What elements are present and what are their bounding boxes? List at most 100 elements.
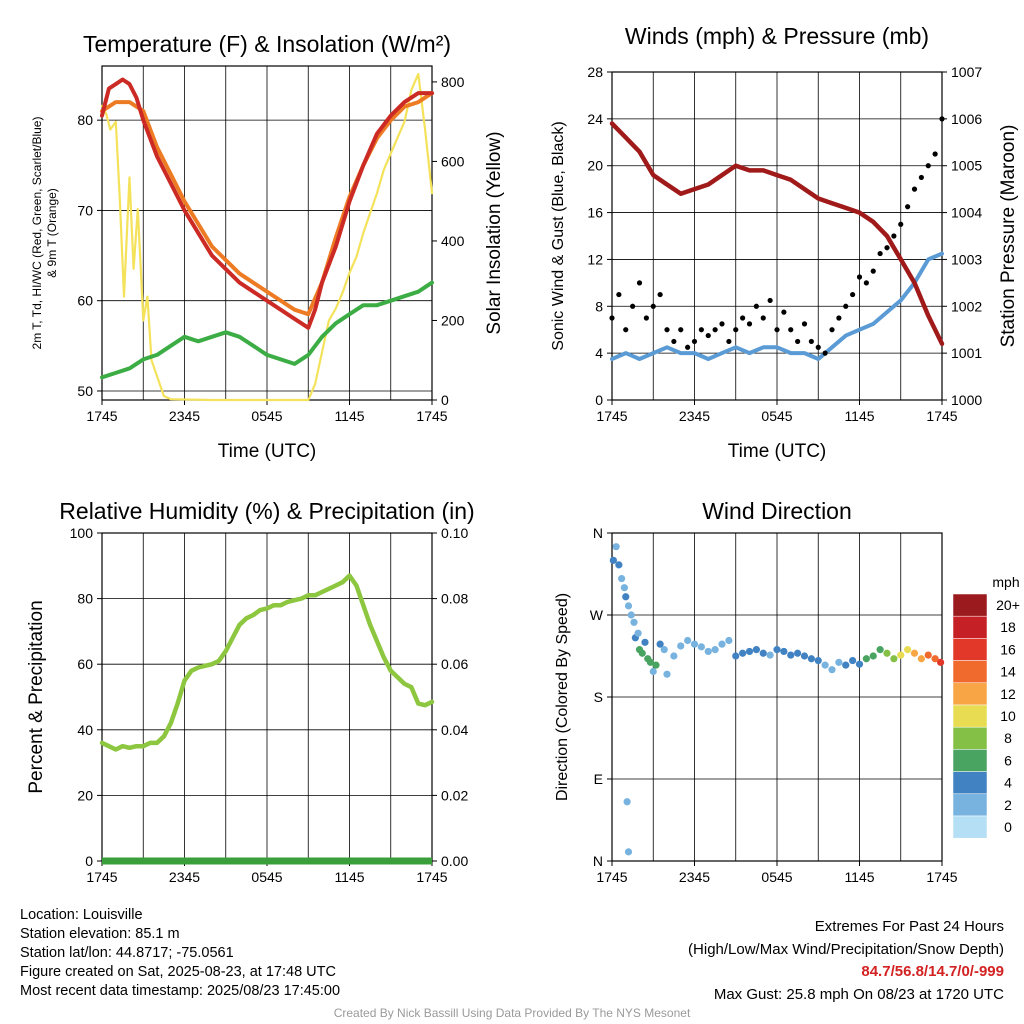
wind-direction-point	[663, 670, 671, 678]
wind-direction-point	[807, 655, 815, 663]
gust-point	[643, 315, 649, 321]
y2-tick-label: 400	[441, 233, 465, 249]
wind-direction-point	[718, 640, 726, 648]
credit-line: Created By Nick Bassill Using Data Provi…	[333, 1006, 691, 1020]
recent-timestamp: Most recent data timestamp: 2025/08/23 1…	[20, 983, 341, 999]
wind-direction-point	[725, 636, 733, 645]
y2-tick-label: 0.04	[441, 722, 468, 738]
x-tick-label: 1145	[334, 408, 364, 424]
gust-point	[918, 174, 924, 181]
x-axis-label: Time (UTC)	[218, 441, 317, 462]
wind-direction-point	[670, 652, 678, 660]
y-tick-label: 80	[77, 112, 93, 128]
y-tick-label: 60	[77, 293, 93, 309]
gust-point	[623, 327, 629, 333]
y-tick-label: E	[594, 771, 603, 787]
x-tick-label: 1145	[844, 408, 874, 424]
gust-point	[932, 151, 938, 157]
gust-point	[905, 204, 911, 210]
wind-direction-point	[869, 652, 877, 660]
wind-direction-point	[684, 636, 692, 645]
series-2m-temp	[100, 77, 434, 330]
y-tick-label: 4	[595, 345, 603, 361]
gust-point	[788, 327, 794, 333]
x-tick-label: 2345	[679, 408, 710, 424]
gust-point	[891, 233, 897, 239]
y-tick-label: N	[593, 853, 603, 869]
gust-point	[911, 186, 918, 192]
y2-tick-label: 0.08	[441, 591, 468, 607]
colorbar-label: 10	[1000, 708, 1016, 724]
gust-point	[636, 280, 643, 286]
x-tick-label: 1745	[86, 869, 117, 885]
y2-tick-label: 800	[441, 74, 465, 90]
y-tick-label: 0	[595, 392, 603, 408]
gust-point	[698, 327, 704, 333]
wind-direction-point	[931, 655, 939, 663]
gust-point	[795, 338, 801, 345]
wind-direction-point	[897, 651, 905, 659]
wind-direction-point	[615, 561, 623, 569]
wind-direction-point	[623, 798, 631, 806]
y2-tick-label: 1007	[951, 64, 982, 80]
x-tick-label: 1745	[86, 408, 117, 424]
y-tick-label: W	[590, 607, 604, 623]
wind-direction-point	[745, 647, 754, 656]
gust-point	[733, 327, 739, 333]
y-tick-label: 50	[77, 383, 93, 399]
y2-tick-label: 0.02	[441, 787, 468, 803]
max-gust: Max Gust: 25.8 mph On 08/23 at 1720 UTC	[713, 985, 1004, 1003]
x-tick-label: 1745	[416, 408, 447, 424]
wind-direction-point	[711, 646, 719, 654]
wind-direction-point	[624, 848, 633, 856]
wind-direction-point	[876, 646, 884, 654]
gust-point	[685, 344, 691, 350]
colorbar-swatch	[952, 593, 988, 617]
gust-point	[664, 327, 670, 333]
wind-direction-point	[917, 655, 925, 663]
gust-point	[877, 250, 883, 257]
x-tick-label: 1745	[416, 869, 447, 885]
wind-direction-point	[904, 646, 912, 654]
gust-point	[829, 327, 835, 333]
y2-tick-label: 0.06	[441, 656, 468, 672]
chart-title: Winds (mph) & Pressure (mb)	[625, 23, 929, 49]
wind-direction-point	[821, 661, 829, 669]
wind-direction-point	[649, 667, 657, 676]
chart-title: Wind Direction	[702, 498, 852, 524]
wind-direction-point	[766, 651, 774, 659]
station-latlon: Station lat/lon: 44.8717; -75.0561	[20, 945, 234, 961]
gust-point	[801, 321, 808, 327]
wind-direction-point	[800, 652, 809, 660]
wind-direction-point	[739, 649, 747, 657]
wind-direction-point	[759, 649, 767, 657]
y2-tick-label: 0	[441, 392, 449, 408]
y2-tick-label: 1004	[951, 205, 982, 221]
wind-direction-point	[618, 574, 626, 583]
gust-point	[678, 327, 684, 333]
chart-title: Temperature (F) & Insolation (W/m²)	[83, 31, 451, 57]
colorbar-swatch	[952, 793, 988, 817]
y2-tick-label: 0.10	[441, 525, 468, 541]
wind-direction-point	[630, 618, 638, 626]
colorbar-swatch	[952, 815, 988, 839]
gust-point	[863, 280, 869, 286]
wind-direction-point	[862, 655, 870, 663]
wind-direction-point	[641, 638, 649, 646]
wind-direction-point	[842, 661, 850, 669]
wind-direction-point	[627, 611, 635, 619]
gust-point	[898, 221, 904, 227]
wind-direction-point	[624, 602, 633, 610]
y-tick-label: 24	[587, 111, 603, 127]
y-axis-label: Direction (Colored By Speed)	[554, 593, 571, 801]
gust-point	[808, 338, 814, 345]
gust-point	[815, 344, 821, 350]
y-tick-label: 70	[77, 202, 93, 218]
wind-direction-point	[828, 666, 836, 674]
wind-direction-point	[609, 556, 617, 564]
wind-direction-point	[780, 647, 788, 656]
y-tick-label: 100	[70, 525, 94, 541]
colorbar-label: 4	[1004, 775, 1012, 791]
x-tick-label: 2345	[169, 408, 200, 424]
colorbar-label: 0	[1004, 819, 1012, 835]
